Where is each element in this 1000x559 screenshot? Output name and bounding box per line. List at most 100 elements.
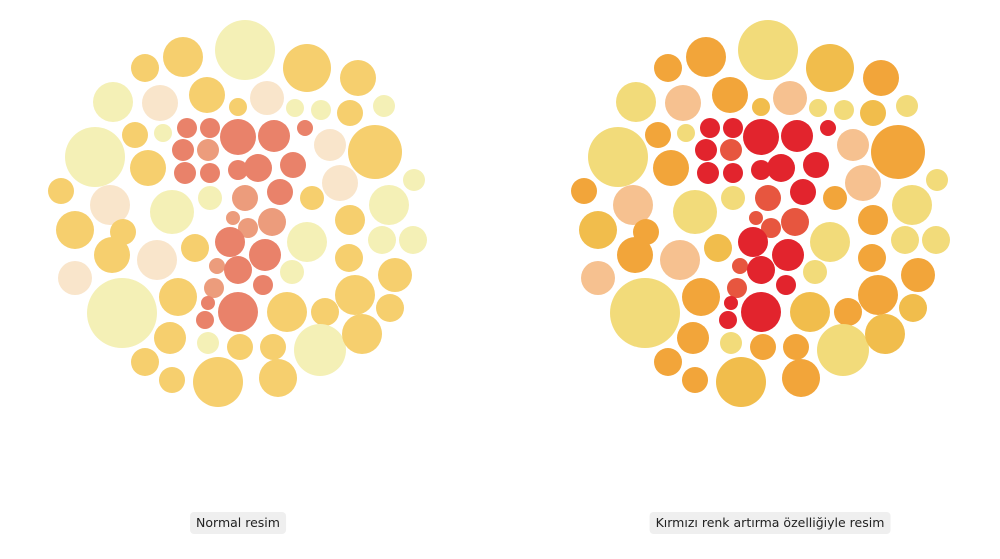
- dot: [751, 160, 771, 180]
- dot: [244, 154, 272, 182]
- dot: [189, 77, 225, 113]
- dot: [200, 118, 220, 138]
- dot: [260, 334, 286, 360]
- dot: [820, 120, 836, 136]
- dot: [131, 54, 159, 82]
- dot: [294, 324, 346, 376]
- dot: [752, 98, 770, 116]
- dot: [610, 278, 680, 348]
- dot: [617, 237, 653, 273]
- enhanced-plate: [571, 20, 950, 407]
- dot: [616, 82, 656, 122]
- dot: [834, 298, 862, 326]
- dot: [280, 260, 304, 284]
- dot: [258, 208, 286, 236]
- dot: [860, 100, 886, 126]
- dot: [378, 258, 412, 292]
- dot: [806, 44, 854, 92]
- dot: [228, 160, 248, 180]
- dot: [761, 218, 781, 238]
- dot: [297, 120, 313, 136]
- dot: [93, 82, 133, 122]
- dot: [720, 139, 742, 161]
- dot: [198, 186, 222, 210]
- dot: [899, 294, 927, 322]
- dot: [704, 234, 732, 262]
- dot: [250, 81, 284, 115]
- dot: [193, 357, 243, 407]
- dot: [335, 244, 363, 272]
- dot: [782, 359, 820, 397]
- dot: [311, 298, 339, 326]
- dot: [220, 119, 256, 155]
- dot: [781, 208, 809, 236]
- dot: [200, 163, 220, 183]
- dot: [700, 118, 720, 138]
- dot: [741, 292, 781, 332]
- dot: [267, 292, 307, 332]
- dot: [776, 275, 796, 295]
- dot: [376, 294, 404, 322]
- dot: [154, 322, 186, 354]
- dot: [823, 186, 847, 210]
- dot: [209, 258, 225, 274]
- dot: [677, 322, 709, 354]
- dot: [181, 234, 209, 262]
- dot: [65, 127, 125, 187]
- dot: [926, 169, 948, 191]
- dot: [300, 186, 324, 210]
- dot: [863, 60, 899, 96]
- dot: [697, 162, 719, 184]
- dot: [280, 152, 306, 178]
- dot: [613, 185, 653, 225]
- dot: [834, 100, 854, 120]
- dot: [579, 211, 617, 249]
- dot: [732, 258, 748, 274]
- dot: [196, 311, 214, 329]
- dot: [767, 154, 795, 182]
- dot: [749, 211, 763, 225]
- dot: [695, 139, 717, 161]
- dot: [588, 127, 648, 187]
- caption: Kırmızı renk artırma özelliğiyle resim: [649, 512, 891, 534]
- dot: [159, 367, 185, 393]
- dot: [229, 98, 247, 116]
- dot: [253, 275, 273, 295]
- dot: [727, 278, 747, 298]
- dot: [337, 100, 363, 126]
- dot: [686, 37, 726, 77]
- dot: [163, 37, 203, 77]
- dot: [892, 185, 932, 225]
- dot: [58, 261, 92, 295]
- dot: [790, 179, 816, 205]
- dot: [283, 44, 331, 92]
- dot: [215, 227, 245, 257]
- dot: [218, 292, 258, 332]
- dot: [653, 150, 689, 186]
- dot: [142, 85, 178, 121]
- dot: [712, 77, 748, 113]
- dot: [922, 226, 950, 254]
- dot: [743, 119, 779, 155]
- dot: [721, 186, 745, 210]
- dot: [810, 222, 850, 262]
- dot: [373, 95, 395, 117]
- dot: [720, 332, 742, 354]
- dot: [581, 261, 615, 295]
- dot: [399, 226, 427, 254]
- dot: [645, 122, 671, 148]
- dot: [673, 190, 717, 234]
- dot: [238, 218, 258, 238]
- dot: [215, 20, 275, 80]
- dot: [48, 178, 74, 204]
- plates: [48, 20, 950, 407]
- dot: [154, 124, 172, 142]
- dot: [56, 211, 94, 249]
- dot: [137, 240, 177, 280]
- dot: [335, 275, 375, 315]
- dot: [723, 163, 743, 183]
- dot: [845, 165, 881, 201]
- dot: [738, 227, 768, 257]
- dot: [311, 100, 331, 120]
